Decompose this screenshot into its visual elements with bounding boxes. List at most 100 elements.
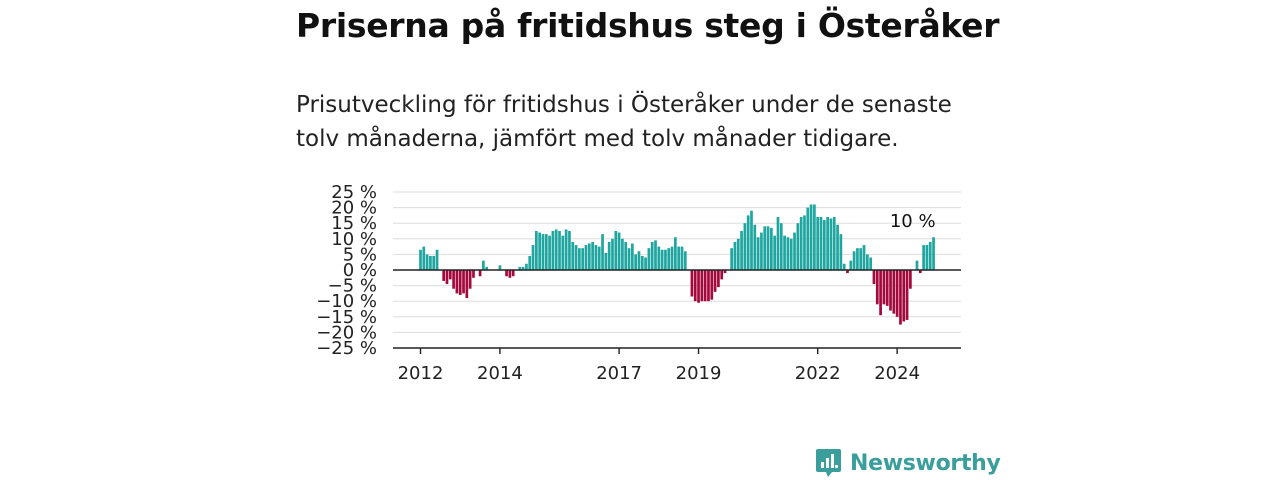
bar — [723, 270, 727, 274]
bar — [819, 216, 823, 270]
bar — [756, 237, 760, 270]
bar — [879, 270, 882, 316]
bar — [899, 270, 902, 325]
bars — [419, 204, 935, 325]
bar — [852, 251, 856, 270]
bar — [472, 270, 475, 278]
bar — [482, 260, 485, 270]
y-tick-label: −20 % — [316, 322, 377, 343]
bar — [862, 245, 866, 270]
bar — [839, 234, 843, 270]
bar — [750, 210, 753, 270]
x-tick-label: 2012 — [398, 363, 444, 384]
bar — [521, 266, 525, 270]
bar — [564, 229, 568, 270]
bar — [789, 238, 793, 270]
bar — [822, 220, 826, 270]
bar — [541, 234, 545, 270]
bar — [528, 255, 532, 270]
bar — [432, 255, 436, 270]
bar — [836, 224, 839, 270]
y-tick-label: 5 % — [343, 244, 377, 265]
bar — [419, 249, 422, 270]
bar — [763, 226, 767, 270]
bar — [578, 248, 581, 270]
bar — [538, 232, 542, 270]
bar — [740, 231, 743, 270]
x-tick-label: 2017 — [596, 363, 642, 384]
bar — [581, 248, 585, 270]
bar — [621, 238, 624, 270]
bar — [650, 241, 654, 270]
bar — [743, 223, 747, 270]
bar — [448, 270, 452, 280]
bar — [468, 270, 472, 289]
bar — [558, 231, 561, 270]
bar — [889, 270, 892, 311]
bar — [478, 270, 482, 277]
axes — [393, 269, 961, 354]
bar — [915, 260, 919, 270]
bar — [627, 248, 631, 270]
bar — [779, 223, 783, 270]
bar — [697, 270, 700, 303]
y-tick-label: 15 % — [331, 213, 377, 234]
bar — [793, 232, 796, 270]
bar — [644, 257, 647, 270]
bar — [895, 270, 899, 317]
bar — [885, 270, 889, 306]
bar — [730, 248, 733, 270]
y-tick-label: 0 % — [343, 260, 377, 281]
bar — [429, 255, 432, 270]
bar — [601, 234, 604, 270]
bar — [783, 235, 786, 270]
bar — [918, 270, 922, 274]
bar — [892, 270, 896, 314]
bar — [753, 224, 757, 270]
bar — [683, 251, 687, 270]
bar — [710, 270, 714, 300]
bar — [770, 227, 773, 270]
gridlines — [393, 191, 961, 333]
bar — [594, 245, 598, 270]
y-tick-label: −25 % — [316, 338, 377, 359]
bar — [548, 235, 551, 270]
bar — [856, 248, 859, 270]
bar — [806, 207, 810, 270]
x-tick-label: 2024 — [874, 363, 920, 384]
bar-chart: 25 %20 %15 %10 %5 %0 %−5 %−10 %−15 %−20 … — [316, 182, 961, 384]
bar — [809, 204, 813, 270]
bar — [746, 215, 750, 270]
bar — [525, 263, 528, 270]
bar — [660, 249, 664, 270]
bar — [617, 232, 621, 270]
bar — [568, 231, 571, 270]
bar — [796, 223, 800, 270]
bar — [832, 216, 836, 270]
bar — [442, 270, 446, 281]
bar — [630, 243, 634, 270]
bar — [422, 246, 426, 270]
bar — [452, 270, 455, 289]
bar — [713, 270, 717, 292]
bar — [508, 270, 512, 278]
bar — [707, 270, 710, 302]
bar — [776, 216, 780, 270]
bar — [842, 263, 846, 270]
bar — [664, 249, 667, 270]
bar — [465, 270, 469, 299]
bar — [624, 241, 628, 270]
bar — [816, 216, 820, 270]
bar — [803, 215, 806, 270]
bar — [905, 270, 909, 320]
bar — [829, 218, 833, 270]
bar — [634, 254, 637, 270]
bar — [485, 266, 489, 270]
bar — [674, 237, 677, 270]
bar — [928, 241, 932, 270]
bar — [690, 270, 694, 297]
newsworthy-logo: Newsworthy — [815, 446, 1001, 480]
bar — [869, 257, 873, 270]
bar — [846, 270, 849, 274]
bar — [813, 204, 816, 270]
